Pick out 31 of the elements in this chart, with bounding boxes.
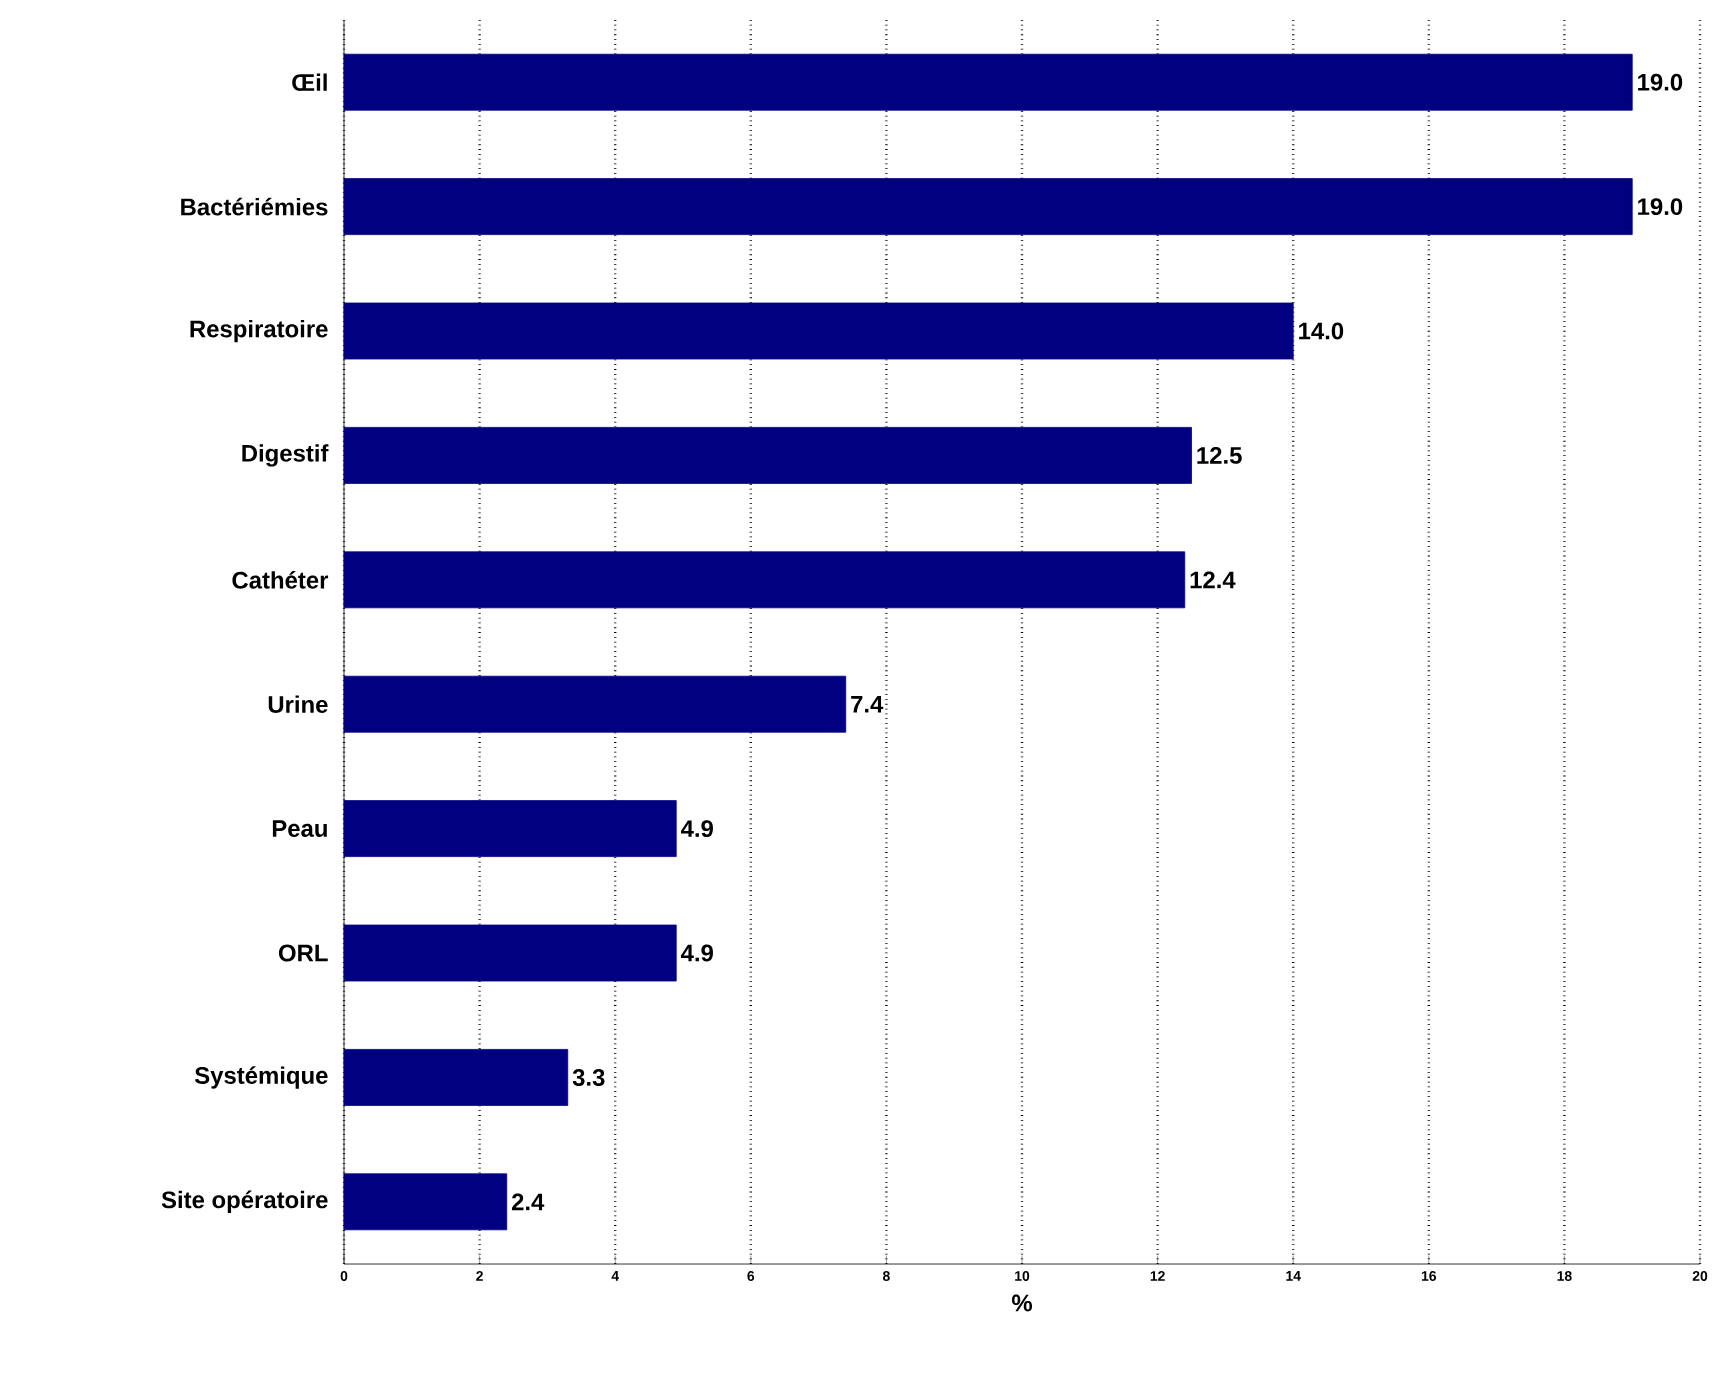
data-label: 3.3 (572, 1068, 605, 1086)
data-label: 2.4 (511, 1193, 545, 1211)
bar (343, 800, 677, 858)
y-tick-label: Systémique (194, 1066, 328, 1089)
y-tick-label: Respiratoire (190, 319, 328, 343)
y-tick-label: ORL (278, 944, 328, 962)
y-tick-label: Site opératoire (161, 1190, 328, 1214)
bar (343, 551, 1186, 609)
bar (343, 178, 1633, 236)
y-tick-label: Bactériémies (181, 197, 328, 216)
data-label: 12.5 (1197, 446, 1242, 464)
x-axis-title: % (1011, 1294, 1033, 1312)
y-tick-label: Urine (268, 695, 328, 713)
y-tick-label: Œil (292, 73, 327, 91)
data-label: 14.0 (1299, 322, 1344, 340)
data-label: 7.4 (851, 696, 884, 713)
bar (343, 1173, 508, 1231)
bar (343, 53, 1633, 111)
data-label: 19.0 (1638, 198, 1683, 216)
bar (343, 675, 847, 733)
bar (343, 302, 1294, 360)
bar (343, 1049, 569, 1106)
y-tick-label: Cathéter (232, 570, 329, 589)
y-tick-label: Peau (272, 820, 327, 837)
y-tick-label: Digestif (242, 444, 329, 467)
bar (343, 924, 677, 982)
data-label: 12.4 (1190, 571, 1236, 589)
data-label: 19.0 (1638, 73, 1683, 91)
data-label: 4.9 (681, 820, 713, 838)
data-label: 4.9 (681, 944, 713, 962)
bar (343, 427, 1192, 484)
